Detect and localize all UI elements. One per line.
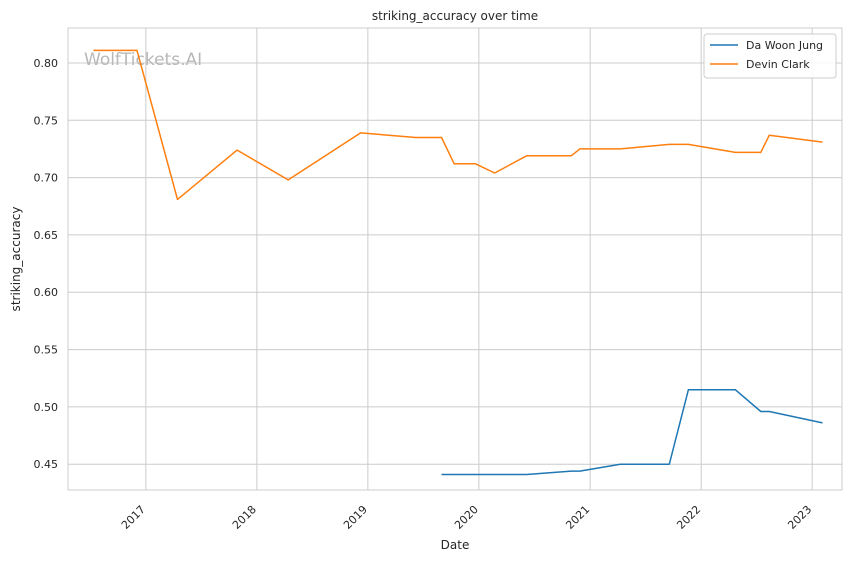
y-tick-label: 0.80	[34, 57, 59, 70]
legend-label-da-woon-jung: Da Woon Jung	[746, 39, 823, 52]
plot-frame	[67, 27, 843, 491]
y-axis-label: striking_accuracy	[9, 207, 23, 312]
chart-title: striking_accuracy over time	[372, 9, 538, 23]
y-tick-labels: 0.45 0.50 0.55 0.60 0.65 0.70 0.75 0.80	[34, 57, 59, 471]
series-line-devin-clark	[93, 49, 823, 201]
series-line-da-woon-jung	[441, 388, 823, 476]
x-axis-label: Date	[441, 538, 470, 552]
y-tick-label: 0.60	[34, 286, 59, 299]
legend: Da Woon Jung Devin Clark	[703, 33, 837, 79]
y-gridlines	[68, 62, 842, 465]
y-tick-label: 0.65	[34, 229, 59, 242]
y-tick-label: 0.55	[34, 344, 59, 357]
x-gridlines	[145, 28, 813, 490]
y-tick-label: 0.70	[34, 172, 59, 185]
series-layer	[93, 49, 823, 476]
watermark: WolfTickets.AI	[84, 50, 202, 70]
y-tick-label: 0.45	[34, 458, 59, 471]
legend-label-devin-clark: Devin Clark	[746, 58, 810, 71]
y-tick-label: 0.75	[34, 114, 59, 127]
y-tick-label: 0.50	[34, 401, 59, 414]
